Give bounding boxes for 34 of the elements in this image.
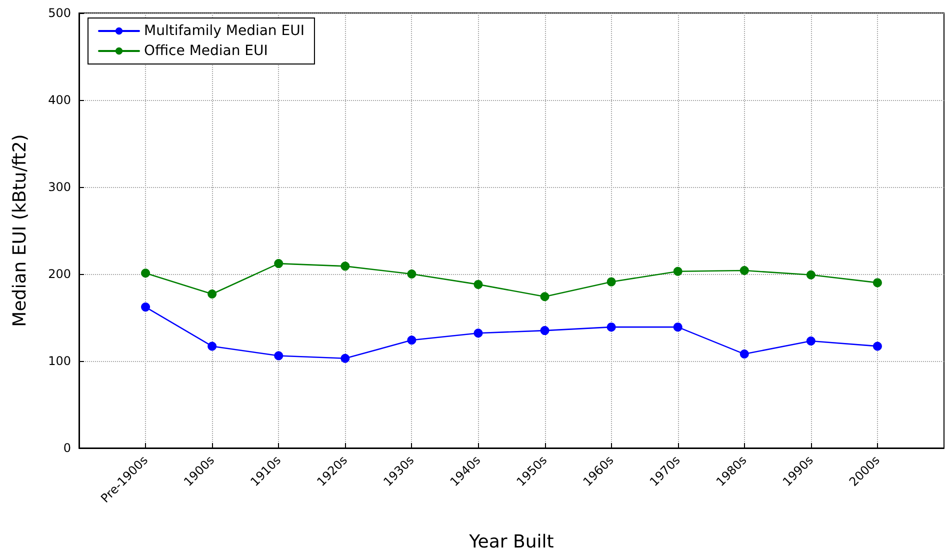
- point: [740, 266, 749, 276]
- point: [540, 326, 550, 336]
- legend-label: Multifamily Median EUI: [144, 23, 304, 39]
- y-tick-label: 200: [48, 267, 71, 281]
- x-axis-title: Year Built: [468, 532, 554, 552]
- point: [872, 278, 882, 288]
- point: [340, 262, 350, 271]
- point: [474, 280, 483, 289]
- y-tick-label: 0: [63, 441, 71, 455]
- y-axis-title: Median EUI (kBtu/ft2): [10, 134, 30, 327]
- point: [407, 270, 416, 278]
- point: [740, 350, 749, 359]
- point: [673, 266, 682, 276]
- point: [274, 351, 284, 360]
- point: [872, 342, 882, 351]
- point: [208, 342, 217, 351]
- point: [806, 336, 816, 346]
- legend-label: Office Median EUI: [144, 43, 268, 59]
- point: [673, 322, 682, 332]
- point: [407, 336, 416, 345]
- y-tick-label: 300: [48, 180, 71, 194]
- point: [340, 354, 350, 363]
- point: [606, 277, 616, 286]
- point: [274, 259, 284, 268]
- y-tick-label: 400: [48, 93, 71, 107]
- point: [141, 268, 150, 278]
- point: [540, 292, 550, 302]
- y-tick-label: 500: [48, 6, 71, 20]
- point: [141, 302, 150, 312]
- point: [806, 270, 816, 280]
- point: [474, 328, 483, 338]
- y-tick-label: 100: [48, 354, 71, 368]
- point: [208, 290, 217, 299]
- point: [606, 322, 616, 332]
